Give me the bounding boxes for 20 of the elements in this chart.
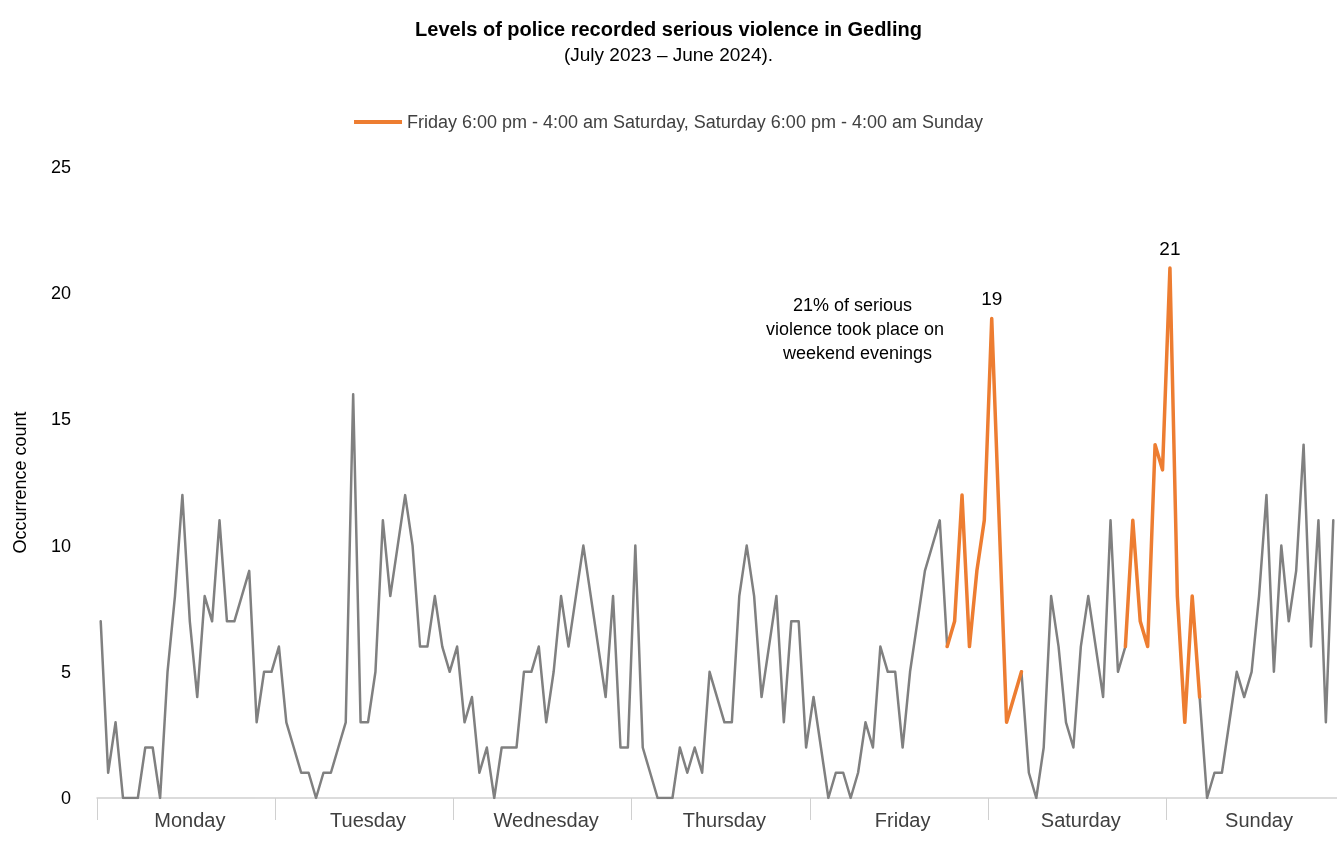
y-tick-label: 25 [50, 157, 71, 177]
x-tick-label: Sunday [1225, 809, 1293, 831]
data-label: 19 [981, 288, 1003, 310]
y-tick-label: 10 [50, 535, 71, 556]
y-tick-label: 20 [50, 283, 71, 304]
chart-title: Levels of police recorded serious violence in Gedling [415, 18, 922, 40]
legend-label: Friday 6:00 pm - 4:00 am Saturday, Saturday 6:00 pm - 4:00 am Sunday [407, 112, 983, 132]
x-tick-label: Friday [874, 809, 931, 831]
y-tick-label: 5 [60, 661, 71, 682]
y-tick-label: 0 [60, 788, 71, 808]
x-tick-label: Wednesday [493, 809, 599, 831]
x-tick-label: Thursday [682, 809, 767, 831]
data-label: 21 [1159, 237, 1181, 259]
x-tick-label: Saturday [1040, 809, 1121, 831]
chart-subtitle: (July 2023 – June 2024). [563, 44, 774, 65]
x-tick-label: Tuesday [330, 809, 406, 831]
y-axis-title: Occurrence count [10, 411, 30, 554]
y-tick-label: 15 [50, 409, 71, 430]
annotation: 21% of serious violence took place on weekend evenings [765, 295, 945, 363]
x-tick-label: Monday [154, 809, 226, 831]
